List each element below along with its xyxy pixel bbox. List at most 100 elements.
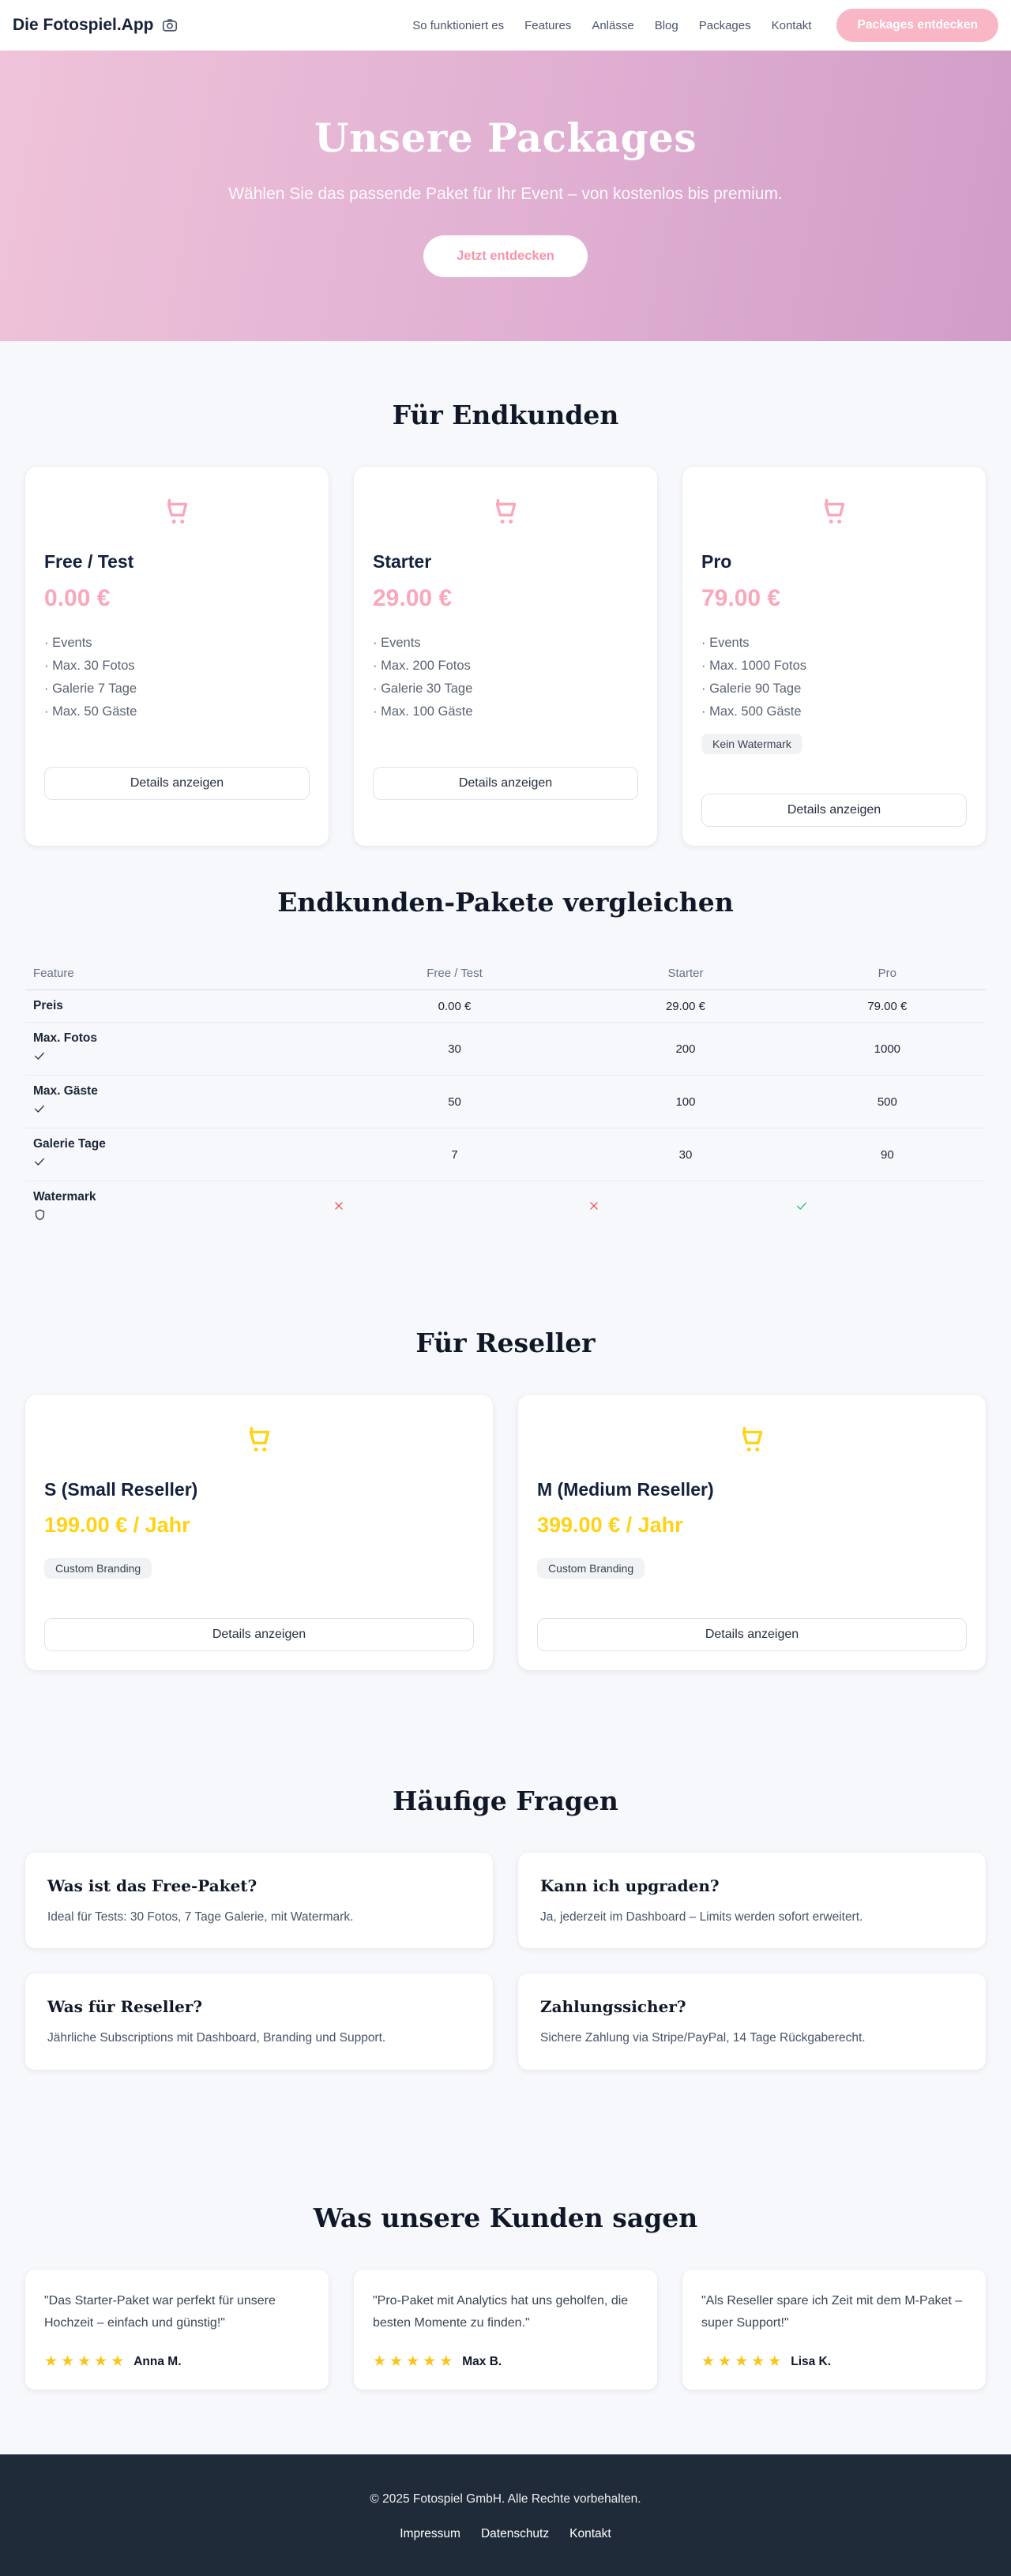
package-name: Free / Test <box>44 551 134 572</box>
details-anzeigen-button[interactable]: Details anzeigen <box>44 1618 474 1651</box>
row-value: 30 <box>448 1042 461 1056</box>
row-value: 50 <box>448 1095 461 1109</box>
star-icon: ★ <box>94 2353 108 2371</box>
compare-header-row: Feature Free / Test Starter Pro <box>25 954 986 990</box>
package-price: 79.00 € <box>701 585 781 611</box>
row-value: 90 <box>880 1147 894 1162</box>
testimonial-meta: ★ ★ ★ ★ ★ Lisa K. <box>701 2354 967 2369</box>
testimonial-meta: ★ ★ ★ ★ ★ Max B. <box>373 2354 638 2369</box>
faq-card: Kann ich upgraden? Ja, jederzeit im Dash… <box>518 1853 986 1949</box>
details-anzeigen-button[interactable]: Details anzeigen <box>701 794 967 827</box>
package-price: 0.00 € <box>44 585 111 611</box>
feature-item: Max. 100 Gäste <box>373 704 638 719</box>
faq-answer: Sichere Zahlung via Stripe/PayPal, 14 Ta… <box>540 2031 866 2045</box>
feature-item: Galerie 90 Tage <box>701 682 967 697</box>
main-nav: So funktioniert es Features Anlässe Blog… <box>412 9 998 42</box>
check-icon <box>33 1050 327 1066</box>
feature-list: Events Max. 200 Fotos Galerie 30 Tage Ma… <box>373 628 638 727</box>
faq-card: Was ist das Free-Paket? Ideal für Tests:… <box>25 1853 493 1949</box>
reseller-heading: Für Reseller <box>415 1327 596 1358</box>
feature-item: Events <box>44 636 310 651</box>
testimonial-name: Anna M. <box>133 2354 182 2368</box>
compare-heading: Endkunden-Pakete vergleichen <box>277 887 734 918</box>
feature-list: Events Max. 30 Fotos Galerie 7 Tage Max.… <box>44 628 310 727</box>
testimonials-heading: Was unsere Kunden sagen <box>313 2202 698 2233</box>
packages-entdecken-button[interactable]: Packages entdecken <box>836 9 998 42</box>
row-value: 100 <box>675 1095 696 1109</box>
row-value: 79.00 € <box>867 999 908 1013</box>
faq-question: Kann ich upgraden? <box>540 1876 720 1895</box>
star-icon: ★ <box>61 2353 75 2371</box>
nav-link-anlaesse[interactable]: Anlässe <box>592 18 634 32</box>
nav-link-so-funktioniert-es[interactable]: So funktioniert es <box>412 18 505 32</box>
footer-link-datenschutz[interactable]: Datenschutz <box>480 2527 550 2541</box>
faq-card: Zahlungssicher? Sichere Zahlung via Stri… <box>518 1973 986 2070</box>
cart-icon <box>373 487 638 535</box>
package-name: Starter <box>373 551 432 572</box>
details-anzeigen-button[interactable]: Details anzeigen <box>44 767 310 800</box>
testimonial-name: Lisa K. <box>791 2354 832 2368</box>
row-value: 500 <box>877 1095 897 1109</box>
feature-item: Max. 30 Fotos <box>44 659 310 674</box>
testimonial-quote: "Als Reseller spare ich Zeit mit dem M-P… <box>701 2293 963 2330</box>
row-value: 200 <box>675 1042 696 1056</box>
row-value: 29.00 € <box>665 999 705 1013</box>
feature-item: Max. 1000 Fotos <box>701 659 967 674</box>
details-anzeigen-button[interactable]: Details anzeigen <box>373 767 638 800</box>
row-value: 30 <box>678 1147 693 1162</box>
package-card-free-test: Free / Test 0.00 € Events Max. 30 Fotos … <box>25 467 329 846</box>
cart-icon <box>701 487 967 535</box>
section-testimonials: Was unsere Kunden sagen "Das Starter-Pak… <box>13 2202 998 2390</box>
camera-icon <box>161 17 179 34</box>
faq-answer: Jährliche Subscriptions mit Dashboard, B… <box>47 2031 386 2045</box>
footer-copyright: © 2025 Fotospiel GmbH. Alle Rechte vorbe… <box>370 2492 641 2507</box>
table-row-galerie-tage: Galerie Tage 7 30 90 <box>25 1128 986 1181</box>
details-anzeigen-button[interactable]: Details anzeigen <box>537 1618 967 1651</box>
faq-question: Was ist das Free-Paket? <box>47 1876 257 1895</box>
endkunden-card-grid: Free / Test 0.00 € Events Max. 30 Fotos … <box>13 467 998 846</box>
testimonial-card: "Als Reseller spare ich Zeit mit dem M-P… <box>682 2269 986 2390</box>
package-name: Pro <box>701 551 732 572</box>
nav-link-blog[interactable]: Blog <box>654 18 678 32</box>
reseller-card-grid: S (Small Reseller) 199.00 € / Jahr Custo… <box>13 1395 998 1670</box>
compare-body: Preis 0.00 € 29.00 € 79.00 € Max. Fotos … <box>25 990 986 1234</box>
table-row-max-fotos: Max. Fotos 30 200 1000 <box>25 1023 986 1076</box>
star-icon: ★ <box>389 2353 404 2371</box>
nav-link-kontakt[interactable]: Kontakt <box>771 18 812 32</box>
package-badge: Custom Branding <box>44 1558 152 1579</box>
column-header-feature: Feature <box>33 967 74 980</box>
star-icon: ★ <box>735 2353 749 2371</box>
jetzt-entdecken-button[interactable]: Jetzt entdecken <box>423 235 588 278</box>
nav-link-features[interactable]: Features <box>524 18 572 32</box>
faq-heading: Häufige Fragen <box>393 1786 618 1816</box>
package-badge: Custom Branding <box>537 1558 645 1579</box>
feature-item: Max. 200 Fotos <box>373 659 638 674</box>
package-card-medium-reseller: M (Medium Reseller) 399.00 € / Jahr Cust… <box>518 1395 986 1670</box>
star-icon: ★ <box>77 2353 92 2371</box>
testimonials-grid: "Das Starter-Paket war perfekt für unser… <box>13 2269 998 2390</box>
testimonial-name: Max B. <box>462 2354 502 2368</box>
testimonial-card: "Das Starter-Paket war perfekt für unser… <box>25 2269 329 2390</box>
cross-icon <box>333 1201 344 1215</box>
row-value: 7 <box>451 1147 458 1162</box>
check-icon <box>33 1102 327 1119</box>
footer-link-impressum[interactable]: Impressum <box>400 2527 460 2541</box>
shield-icon <box>33 1208 327 1226</box>
feature-item: Max. 50 Gäste <box>44 704 310 719</box>
faq-answer: Ideal für Tests: 30 Fotos, 7 Tage Galeri… <box>47 1910 354 1924</box>
package-badge: Kein Watermark <box>701 734 802 754</box>
star-icon: ★ <box>718 2353 732 2371</box>
footer-link-kontakt[interactable]: Kontakt <box>569 2527 611 2541</box>
feature-item: Events <box>701 636 967 651</box>
row-label: Max. Gäste <box>33 1084 98 1098</box>
watermark-pro-value <box>789 1200 986 1216</box>
feature-item: Max. 500 Gäste <box>701 704 967 719</box>
section-faq: Häufige Fragen Was ist das Free-Paket? I… <box>13 1786 998 2070</box>
nav-link-packages[interactable]: Packages <box>698 18 751 32</box>
star-icon: ★ <box>701 2353 716 2371</box>
star-icon: ★ <box>111 2353 125 2371</box>
package-price: 29.00 € <box>373 585 453 611</box>
hero-subtitle: Wählen Sie das passende Paket für Ihr Ev… <box>228 184 783 203</box>
hero-title: Unsere Packages <box>314 114 697 161</box>
star-icon: ★ <box>406 2353 420 2371</box>
